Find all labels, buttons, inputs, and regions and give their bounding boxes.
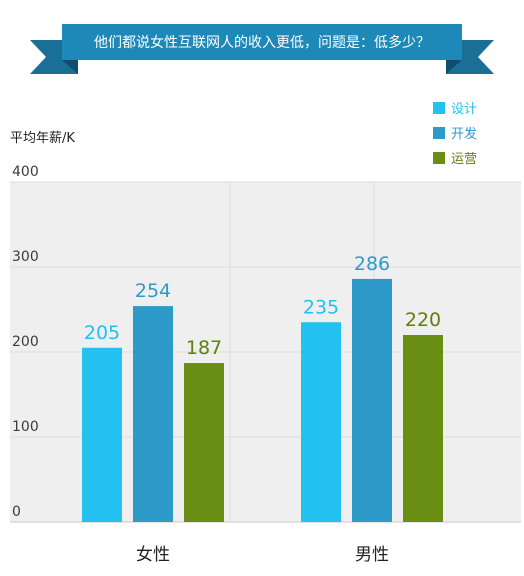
bar-value-label: 205: [84, 322, 120, 344]
banner-fold-left: [62, 60, 78, 74]
bar-开发-男性: [352, 278, 392, 522]
bar-开发-女性: [133, 306, 173, 522]
bar-value-label: 187: [186, 337, 222, 359]
legend-label: 设计: [451, 102, 477, 117]
banner-fold-right: [446, 60, 462, 74]
y-axis-ticks: 0 100 200 300 400: [12, 164, 39, 520]
bar-设计-女性: [82, 347, 122, 522]
category-labels: 女性 男性: [136, 545, 389, 565]
bar-运营-女性: [184, 363, 224, 522]
banner-main: [62, 24, 462, 60]
chart-title: 他们都说女性互联网人的收入更低，问题是：低多少？: [94, 34, 430, 51]
y-tick-label: 200: [12, 334, 39, 350]
y-tick-label: 0: [12, 504, 21, 520]
legend-swatch: [433, 102, 445, 114]
bar-value-label: 220: [405, 309, 441, 331]
legend-swatch: [433, 127, 445, 139]
legend-swatch: [433, 152, 445, 164]
y-tick-label: 300: [12, 249, 39, 265]
bar-value-label: 254: [135, 280, 171, 302]
legend-label: 开发: [451, 126, 477, 142]
title-banner: 他们都说女性互联网人的收入更低，问题是：低多少？: [30, 24, 494, 74]
bar-value-labels: 205 254 187 235 286 220: [84, 253, 441, 359]
y-tick-label: 100: [12, 419, 39, 435]
legend-label: 运营: [451, 152, 477, 167]
bars: [82, 278, 443, 522]
y-tick-label: 400: [12, 164, 39, 180]
category-label: 男性: [355, 545, 389, 565]
bar-设计-男性: [301, 322, 341, 522]
bar-运营-男性: [403, 335, 443, 522]
bar-value-label: 286: [354, 253, 390, 275]
category-label: 女性: [136, 545, 170, 565]
bar-value-label: 235: [303, 296, 339, 318]
y-axis-label: 平均年薪/K: [10, 131, 75, 146]
